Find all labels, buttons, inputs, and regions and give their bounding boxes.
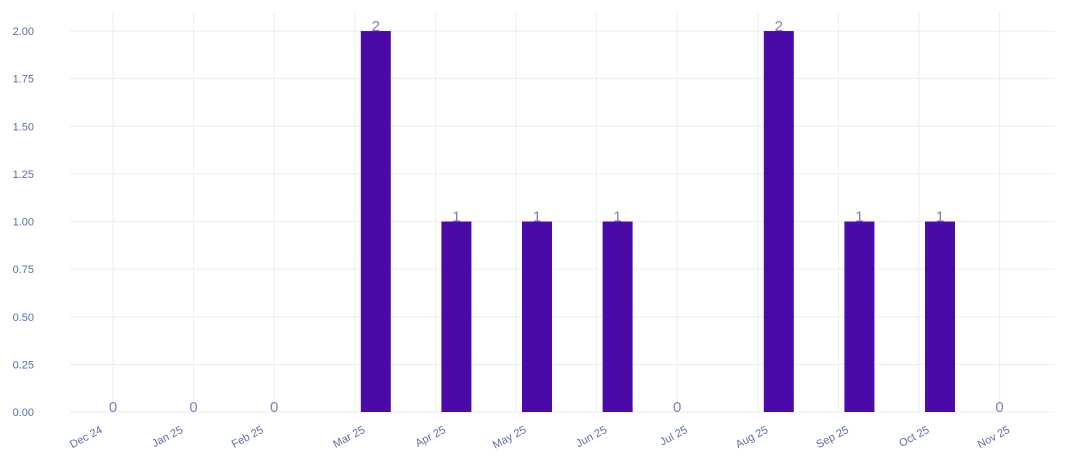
y-tick-label: 1.25 [13, 169, 34, 181]
data-label: 0 [995, 399, 1003, 416]
data-label: 1 [855, 209, 863, 226]
data-label: 1 [533, 209, 541, 226]
x-tick-label: Sep 25 [814, 424, 850, 451]
y-tick-label: 0.25 [13, 359, 34, 371]
bar [441, 221, 472, 412]
data-label: 0 [109, 399, 117, 416]
x-tick-label: Feb 25 [230, 424, 266, 451]
bar [602, 221, 633, 412]
data-label: 2 [775, 18, 783, 35]
x-tick-label: Mar 25 [331, 424, 367, 451]
bar [925, 221, 955, 412]
x-tick-label: May 25 [491, 424, 528, 452]
bar [522, 221, 552, 412]
bar [763, 31, 794, 413]
bar [844, 221, 875, 412]
data-label: 0 [189, 399, 197, 416]
data-label: 2 [372, 18, 380, 35]
data-label: 1 [452, 209, 460, 226]
y-tick-label: 1.00 [13, 217, 34, 229]
bar [360, 31, 391, 413]
x-tick-label: Dec 24 [68, 424, 104, 451]
x-tick-label: Oct 25 [897, 424, 931, 450]
x-tick-label: Aug 25 [734, 424, 770, 451]
y-tick-label: 0.00 [13, 407, 34, 419]
data-label: 0 [673, 399, 681, 416]
data-label: 0 [270, 399, 278, 416]
y-tick-label: 0.75 [13, 264, 34, 276]
y-tick-label: 2.00 [13, 26, 34, 38]
x-tick-label: Jun 25 [574, 424, 609, 450]
x-tick-label: Nov 25 [976, 424, 1012, 451]
x-tick-label: Apr 25 [414, 424, 448, 450]
y-tick-label: 1.50 [13, 121, 34, 133]
data-label: 1 [936, 209, 944, 226]
y-tick-label: 1.75 [13, 74, 34, 86]
x-tick-label: Jul 25 [658, 424, 690, 448]
data-label: 1 [613, 209, 621, 226]
x-tick-label: Jan 25 [150, 424, 185, 450]
y-tick-label: 0.50 [13, 312, 34, 324]
